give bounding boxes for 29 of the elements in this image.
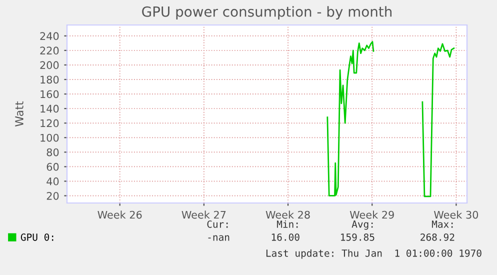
text: Avg: — [352, 220, 373, 230]
y-tick-label: 60 — [46, 162, 59, 171]
y-tick-label: 120 — [40, 119, 59, 128]
text: 159.85 — [341, 233, 374, 241]
y-tick-label: 180 — [40, 76, 59, 84]
y-tick-label: 240 — [40, 32, 59, 40]
y-tick-label: 20 — [46, 192, 59, 200]
y-tick-label: 40 — [46, 177, 59, 186]
y-tick-label: 160 — [40, 90, 59, 98]
x-tick-label: Week 29 — [350, 210, 394, 219]
text: Cur: — [207, 220, 228, 228]
x-tick-label: Week 28 — [266, 210, 310, 219]
x-tick-label: Week 30 — [434, 210, 478, 219]
y-tick-label: 200 — [40, 61, 59, 70]
text: Last update: Thu Jan 1 01:00:00 1970 — [266, 249, 482, 259]
y-tick-label: 140 — [40, 104, 59, 113]
text: 268.92 — [420, 233, 454, 241]
x-tick-label: Week 27 — [182, 210, 226, 219]
text: -nan — [208, 235, 230, 241]
text: Max: — [432, 220, 453, 228]
text: 16.00 — [272, 233, 300, 241]
y-tick-label: 220 — [40, 46, 59, 55]
chart-title: GPU power consumption - by month — [142, 6, 392, 20]
text: Min: — [276, 220, 298, 228]
y-tick-label: 100 — [40, 134, 59, 142]
y-axis-title: Watt — [15, 101, 24, 127]
legend-label: GPU 0: — [20, 233, 54, 241]
y-tick-label: 80 — [46, 148, 59, 156]
x-tick-label: Week 26 — [98, 210, 142, 219]
